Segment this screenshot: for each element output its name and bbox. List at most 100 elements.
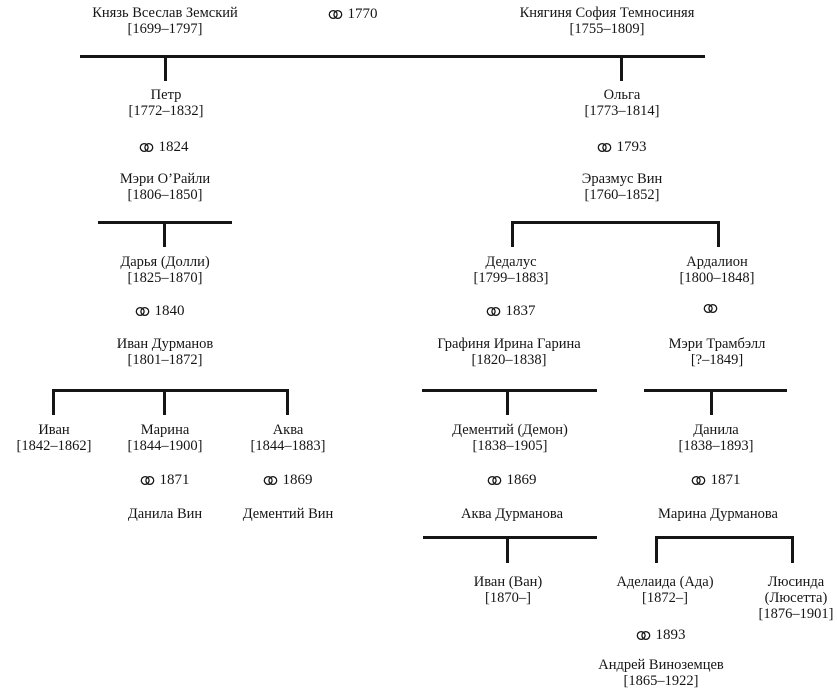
marriage-aqua-dementiy: 1869 xyxy=(263,472,313,488)
marriage-vseslav-sofia: 1770 xyxy=(328,6,378,22)
marriage-petr-mary: 1824 xyxy=(139,139,189,155)
marriage-icon xyxy=(328,9,343,19)
person-dates: [1872–] xyxy=(642,590,688,606)
person-irina-garina: Графиня Ирина Гарина [1820–1838] xyxy=(437,336,580,368)
person-name: Ольга xyxy=(603,87,641,103)
connector-line-drop-dementiy xyxy=(506,389,509,415)
marriage-demon-aqua: 1869 xyxy=(487,472,537,488)
connector-line-durmanov-children xyxy=(52,389,289,392)
person-name: Мэри О’Райли xyxy=(119,171,211,187)
marriage-icon xyxy=(703,303,718,314)
person-dates: [1760–1852] xyxy=(584,187,660,203)
connector-line-drop-marina xyxy=(163,389,166,415)
marriage-icon xyxy=(636,630,651,640)
person-erasmus-veen: Эразмус Вин [1760–1852] xyxy=(582,171,662,203)
person-name: Марина Дурманова xyxy=(658,506,778,522)
marriage-icon xyxy=(263,475,278,485)
person-name: Андрей Виноземцев xyxy=(598,657,724,673)
person-petr: Петр [1772–1832] xyxy=(129,87,204,119)
person-marina-durmanova-spouse: Марина Дурманова xyxy=(658,506,778,522)
person-dates: [1870–] xyxy=(485,590,531,606)
person-aqua-durmanova-spouse: Аква Дурманова xyxy=(461,506,563,522)
marriage-icon xyxy=(691,475,706,485)
person-name: Марина xyxy=(140,422,190,438)
person-dates: [1772–1832] xyxy=(128,103,204,119)
person-name: Иван xyxy=(38,422,70,438)
person-name: Графиня Ирина Гарина xyxy=(437,336,581,352)
person-dates: [1806–1850] xyxy=(127,187,203,203)
person-dates: [1844–1883] xyxy=(250,438,326,454)
marriage-year: 1837 xyxy=(505,303,536,319)
person-danila: Данила [1838–1893] xyxy=(679,422,754,454)
person-ardalion: Ардалион [1800–1848] xyxy=(680,254,755,286)
person-ivan-van: Иван (Ван) [1870–] xyxy=(474,574,542,606)
marriage-danila-marina: 1871 xyxy=(691,472,741,488)
marriage-icon xyxy=(135,306,150,316)
person-name: Аква xyxy=(272,422,304,438)
person-dementiy-demon: Дементий (Демон) [1838–1905] xyxy=(452,422,568,454)
person-dates: [1838–1905] xyxy=(472,438,548,454)
marriage-year: 1871 xyxy=(710,472,741,488)
marriage-year: 1793 xyxy=(616,139,647,155)
person-dementiy-veen-spouse: Дементий Вин xyxy=(243,506,334,522)
person-dates: [1773–1814] xyxy=(584,103,660,119)
marriage-year: 1871 xyxy=(159,472,190,488)
connector-line-drop-petr xyxy=(164,55,167,81)
marriage-darya-ivan: 1840 xyxy=(135,303,185,319)
person-olga: Ольга [1773–1814] xyxy=(585,87,660,119)
connector-line-drop-darya xyxy=(163,221,166,247)
connector-line-drop-ardalion xyxy=(717,221,720,247)
person-name: Дарья (Долли) xyxy=(120,254,210,270)
marriage-icon xyxy=(487,475,502,485)
marriage-icon xyxy=(139,142,154,152)
connector-line-demon-children xyxy=(423,536,597,539)
person-name: Данила Вин xyxy=(127,506,203,522)
person-name: Иван Дурманов xyxy=(116,336,214,352)
connector-line-olga-children xyxy=(511,221,720,224)
marriage-year: 1770 xyxy=(347,6,378,22)
person-name: Петр xyxy=(150,87,182,103)
person-name: Аква Дурманова xyxy=(460,506,564,522)
connector-line-drop-van xyxy=(506,536,509,563)
person-name: Эразмус Вин xyxy=(581,171,663,187)
connector-line-drop-lucette xyxy=(791,536,794,563)
person-dates: [1699–1797] xyxy=(127,21,203,37)
connector-line-dedalus-children xyxy=(422,389,597,392)
person-dedalus: Дедалус [1799–1883] xyxy=(474,254,549,286)
connector-line-drop-dedalus xyxy=(511,221,514,247)
person-dates: [1799–1883] xyxy=(473,270,549,286)
person-name: Иван (Ван) xyxy=(473,574,543,590)
marriage-ada-andrey: 1893 xyxy=(636,627,686,643)
person-dates: [1800–1848] xyxy=(679,270,755,286)
person-ivan-durmanov: Иван Дурманов [1801–1872] xyxy=(117,336,214,368)
marriage-icon xyxy=(140,475,155,485)
person-alias: (Люсетта) xyxy=(764,590,828,606)
person-dates: [1842–1862] xyxy=(16,438,92,454)
person-mary-trumbell: Мэри Трамбэлл [?–1849] xyxy=(669,336,766,368)
person-lucinda-lucette: Люсинда (Люсетта) [1876–1901] xyxy=(759,574,834,622)
person-vseslav-zemsky: Князь Всеслав Земский [1699–1797] xyxy=(92,5,238,37)
person-name: Дедалус xyxy=(485,254,537,270)
connector-line-ardalion-children xyxy=(644,389,787,392)
marriage-icon xyxy=(597,142,612,152)
person-dates: [?–1849] xyxy=(690,352,744,368)
person-dates: [1844–1900] xyxy=(127,438,203,454)
person-darya-dolly: Дарья (Долли) [1825–1870] xyxy=(120,254,209,286)
person-name: Ардалион xyxy=(686,254,748,270)
person-name: Аделаида (Ада) xyxy=(616,574,714,590)
marriage-year: 1824 xyxy=(158,139,189,155)
marriage-dedalus-irina: 1837 xyxy=(486,303,536,319)
person-dates: [1825–1870] xyxy=(127,270,203,286)
connector-line-top-marriage xyxy=(80,55,705,58)
person-sofia-temnosinyaya: Княгиня София Темносиняя [1755–1809] xyxy=(520,5,695,37)
marriage-year: 1869 xyxy=(282,472,313,488)
person-dates: [1865–1922] xyxy=(623,673,699,689)
connector-line-drop-ada xyxy=(655,536,658,563)
person-dates: [1838–1893] xyxy=(678,438,754,454)
person-andrey-vinozemtsev: Андрей Виноземцев [1865–1922] xyxy=(598,657,724,689)
marriage-year: 1893 xyxy=(655,627,686,643)
connector-line-drop-olga xyxy=(620,55,623,81)
marriage-icon xyxy=(486,306,501,316)
connector-line-drop-danila xyxy=(710,389,713,415)
marriage-marina-danila: 1871 xyxy=(140,472,190,488)
